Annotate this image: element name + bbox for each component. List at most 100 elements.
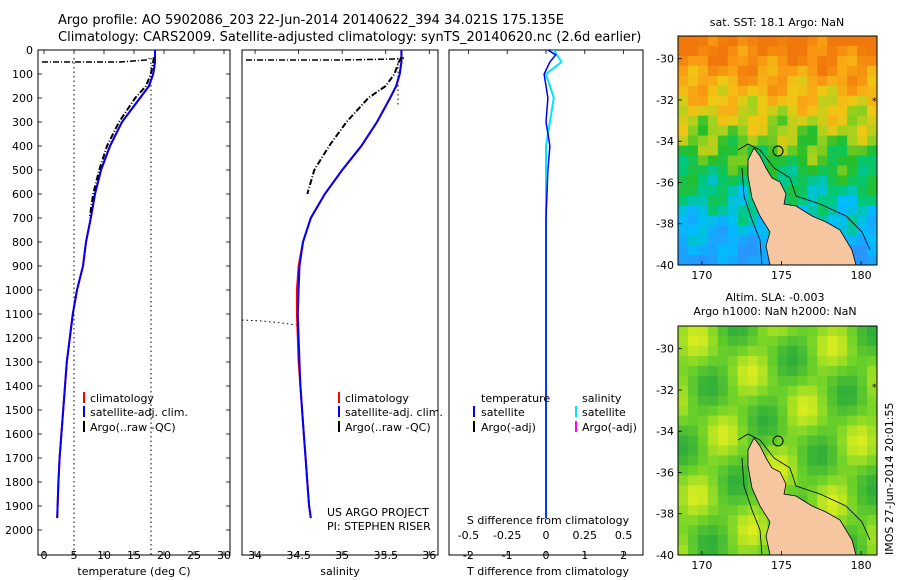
map-grid-cell — [847, 155, 858, 167]
map-grid-cell — [687, 345, 699, 357]
map-grid-cell — [797, 415, 808, 427]
map-grid-cell — [807, 495, 818, 506]
map-grid-cell — [817, 205, 828, 216]
salinity-panel: 34 34.5 35 35.5 36 climatology satellite-adj… — [241, 49, 443, 578]
map-grid-cell — [707, 355, 719, 367]
map-grid-cell — [707, 335, 719, 347]
map-grid-cell — [678, 85, 689, 97]
map-grid-cell — [857, 235, 868, 246]
temperature-legend: climatology satellite-adj. clim. Argo(..… — [83, 392, 188, 434]
map-grid-cell — [857, 36, 868, 47]
map-grid-cell — [837, 465, 848, 476]
x-axis-temperature: 0 5 10 15 20 25 30 — [41, 50, 231, 562]
map-grid-cell — [737, 215, 749, 226]
map-grid-cell — [678, 155, 689, 167]
map-grid-cell — [747, 425, 759, 437]
map-grid-cell — [678, 455, 689, 466]
map-grid-cell — [807, 105, 818, 117]
map-grid-cell — [687, 525, 699, 536]
map-grid-cell — [857, 375, 868, 387]
salinity-axes — [241, 49, 439, 556]
map-grid-cell — [697, 205, 709, 216]
map-grid-cell — [787, 475, 798, 486]
map-grid-cell — [697, 326, 709, 337]
map-grid-cell — [867, 455, 877, 466]
map-grid-cell — [707, 235, 719, 246]
map-grid-cell — [737, 475, 749, 486]
map-grid-cell — [817, 355, 828, 367]
map-grid-cell — [807, 385, 818, 397]
depth-tick-label: 500 — [12, 164, 33, 177]
map-grid-cell — [847, 205, 858, 216]
map-grid-cell — [678, 75, 689, 87]
map-grid-cell — [687, 455, 699, 466]
map-grid-cell — [857, 515, 868, 526]
map-grid-cell — [757, 345, 769, 357]
map-grid-cell — [687, 245, 699, 256]
map-grid-cell — [727, 145, 739, 157]
map-grid-cell — [807, 445, 818, 457]
map-grid-cell — [697, 185, 709, 196]
map-grid-cell — [757, 375, 769, 387]
map-grid-cell — [727, 85, 739, 97]
map-grid-cell — [707, 95, 719, 107]
map-grid-cell — [678, 385, 689, 397]
map-grid-cell — [707, 255, 719, 265]
map-grid-cell — [777, 425, 789, 437]
map-grid-cell — [727, 75, 739, 87]
map-grid-cell — [827, 345, 838, 357]
map-grid-cell — [707, 75, 719, 87]
map-grid-cell — [678, 195, 689, 206]
map-grid-cell — [757, 326, 769, 337]
map-grid-cell — [687, 65, 699, 77]
map-grid-cell — [678, 105, 689, 117]
map-grid-cell — [757, 535, 769, 546]
map-grid-cell — [847, 225, 858, 236]
map-grid-cell — [807, 425, 818, 437]
map-grid-cell — [807, 145, 818, 157]
map-grid-cell — [767, 415, 779, 427]
t-diff-tick-label: 0 — [543, 549, 550, 562]
map-grid-cell — [787, 175, 798, 186]
map-grid-cell — [827, 335, 838, 347]
map-grid-cell — [827, 445, 838, 457]
map-grid-cell — [827, 435, 838, 447]
map-grid-cell — [687, 255, 699, 265]
map-grid-cell — [697, 425, 709, 437]
x-tick-label: 20 — [157, 549, 171, 562]
map-grid-cell — [678, 345, 689, 357]
map-grid-cell — [857, 175, 868, 186]
map-grid-cell — [687, 365, 699, 377]
map-grid-cell — [827, 205, 838, 216]
map-grid-cell — [707, 375, 719, 387]
map-grid-cell — [727, 115, 739, 127]
map-grid-cell — [757, 105, 769, 117]
map-grid-cell — [707, 55, 719, 67]
map-grid-cell — [757, 245, 769, 256]
temperature-axes — [37, 49, 231, 556]
map-grid-cell — [737, 145, 749, 157]
map-grid-cell — [727, 65, 739, 77]
map-grid-cell — [697, 155, 709, 167]
map-grid-cell — [797, 455, 808, 466]
map-grid-cell — [767, 405, 779, 417]
map-grid-cell — [867, 75, 877, 87]
map-grid-cell — [737, 485, 749, 496]
argo-salinity-mixed-line — [246, 57, 405, 61]
map-grid-cell — [687, 415, 699, 427]
map-grid-cell — [757, 36, 769, 47]
map-grid-cell — [757, 385, 769, 397]
map-grid-cell — [697, 485, 709, 496]
map-grid-cell — [847, 355, 858, 367]
map-grid-cell — [827, 75, 838, 87]
t-diff-tick-label: 2 — [620, 549, 627, 562]
map-grid-cell — [787, 405, 798, 417]
map-grid-cell — [757, 155, 769, 167]
map-grid-cell — [678, 185, 689, 196]
map-grid-cell — [867, 545, 877, 555]
map-grid-cell — [747, 515, 759, 526]
map-grid-cell — [857, 115, 868, 127]
map-grid-cell — [777, 355, 789, 367]
sla-map-frame — [677, 325, 878, 556]
depth-tick-label: 800 — [12, 236, 33, 249]
